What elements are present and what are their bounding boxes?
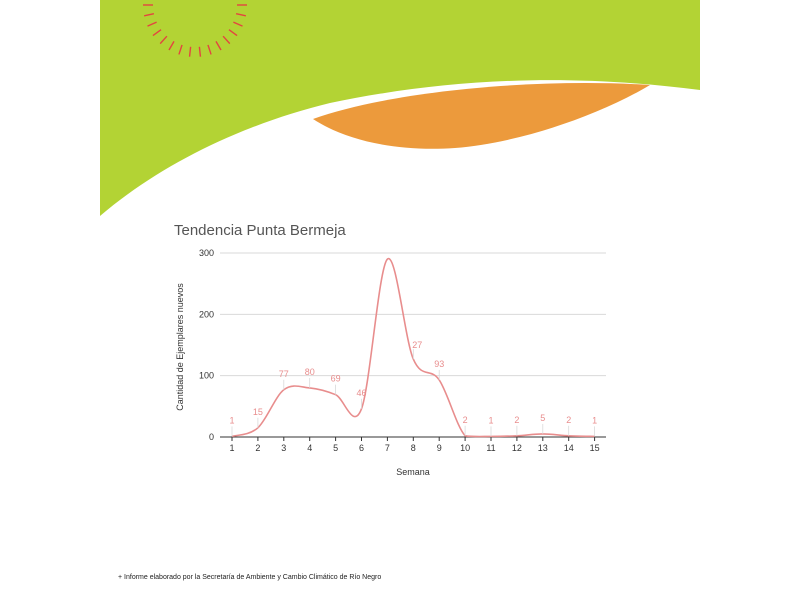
- sun-ray: [178, 44, 183, 55]
- x-axis-title: Semana: [396, 467, 430, 477]
- data-label: 1: [488, 415, 493, 425]
- data-label: 15: [253, 407, 263, 417]
- green-band: [100, 0, 700, 216]
- sun-ray: [222, 35, 231, 45]
- data-label: 2: [514, 415, 519, 425]
- data-labels: 1 15 77 80 69 46 27 93 2 1 2 5 2 1: [229, 340, 597, 437]
- x-tick-label: 8: [411, 443, 416, 453]
- y-axis-ticks: 0 100 200 300: [199, 248, 214, 442]
- sun-ray: [168, 41, 175, 51]
- x-tick-label: 14: [564, 443, 574, 453]
- x-tick-label: 4: [307, 443, 312, 453]
- sun-ray: [235, 13, 247, 17]
- sun-ray: [188, 46, 192, 57]
- data-label: 1: [229, 415, 234, 425]
- data-label: 5: [540, 413, 545, 423]
- data-label: 77: [279, 369, 289, 379]
- sun-ray: [147, 21, 157, 27]
- x-tick-label: 10: [460, 443, 470, 453]
- x-tick-label: 11: [486, 443, 495, 453]
- chart-gridlines: [220, 252, 606, 377]
- x-tick-label: 2: [255, 443, 260, 453]
- x-tick-label: 13: [538, 443, 548, 453]
- sun-ray: [159, 35, 168, 45]
- y-tick-label: 200: [199, 309, 214, 319]
- data-label: 27: [412, 340, 422, 350]
- sun-rays-icon: [143, 4, 247, 57]
- y-tick-label: 300: [199, 248, 214, 258]
- data-label: 1: [592, 415, 597, 425]
- y-tick-label: 0: [209, 432, 214, 442]
- x-tick-label: 3: [281, 443, 286, 453]
- x-tick-label: 1: [229, 443, 234, 453]
- sun-ray: [198, 46, 202, 57]
- x-tick-label: 6: [359, 443, 364, 453]
- sun-ray: [143, 13, 155, 17]
- footer-note: + Informe elaborado por la Secretaría de…: [118, 574, 382, 581]
- chart-title: Tendencia Punta Bermeja: [174, 222, 346, 239]
- data-label: 2: [566, 415, 571, 425]
- x-tick-label: 7: [385, 443, 390, 453]
- sun-ray: [207, 44, 212, 55]
- sun-ray: [152, 29, 162, 37]
- x-tick-label: 5: [333, 443, 338, 453]
- data-label: 93: [434, 359, 444, 369]
- orange-band: [313, 83, 650, 149]
- x-tick-label: 9: [437, 443, 442, 453]
- x-tick-label: 15: [590, 443, 600, 453]
- x-axis-ticks: 1 2 3 4 5 6 7 8 9 10 11 12 13 14 15: [229, 437, 600, 453]
- data-label: 80: [305, 367, 315, 377]
- x-tick-label: 12: [512, 443, 522, 453]
- series-line: [231, 258, 595, 438]
- data-label: 46: [356, 388, 366, 398]
- data-label: 2: [463, 415, 468, 425]
- sun-ray: [233, 21, 243, 27]
- y-axis-title: Cantidad de Ejemplares nuevos: [175, 283, 185, 411]
- y-tick-label: 100: [199, 371, 214, 381]
- data-label: 69: [331, 374, 341, 384]
- sun-ray: [228, 29, 238, 37]
- sun-ray: [215, 41, 222, 51]
- chart-series: [231, 258, 595, 438]
